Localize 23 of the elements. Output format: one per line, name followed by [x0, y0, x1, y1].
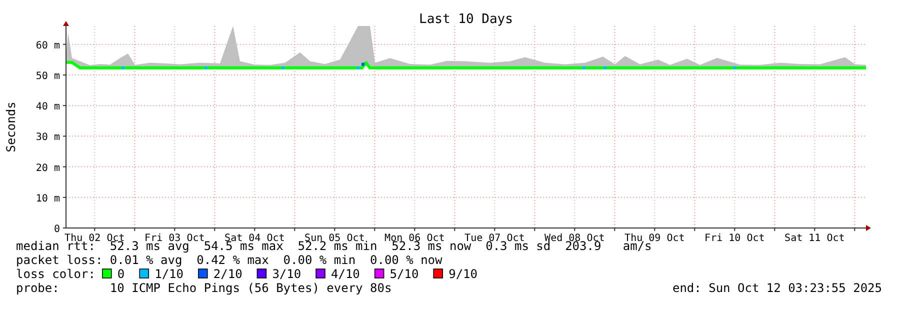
y-tick-label: 10 m [36, 193, 60, 204]
x-tick-label: Sat 11 Oct [784, 233, 845, 244]
text: probe: 10 ICMP Echo Pings (56 Bytes) every 80s [16, 281, 392, 295]
legend-label: 1/10 [154, 267, 184, 281]
x-tick-label: Fri 10 Oct [704, 233, 765, 244]
y-tick-label: 60 m [36, 40, 60, 52]
legend-label: 2/10 [213, 267, 242, 281]
y-tick-label: 0 [54, 224, 60, 235]
text: packet loss: 0.01 % avg 0.42 % max 0.00 % min 0.00 % now [16, 253, 444, 267]
legend-label: 0 [117, 267, 125, 281]
x-tick-label: Fri 03 Oct [144, 233, 205, 244]
legend-label: 9/10 [448, 267, 478, 281]
y-tick-label: 50 m [36, 70, 60, 82]
chart-title: Last 10 Days [419, 12, 513, 27]
text: end: Sun Oct 12 03:23:55 2025 [672, 281, 882, 295]
y-tick-label: 20 m [36, 162, 60, 174]
legend-title: loss color: [16, 267, 96, 281]
y-tick-label: 30 m [36, 132, 60, 144]
y-tick-label: 40 m [36, 102, 60, 113]
y-axis-title: Seconds [4, 102, 18, 152]
legend-label: 4/10 [331, 267, 360, 281]
legend-label: 3/10 [272, 267, 302, 281]
legend-label: 5/10 [390, 267, 419, 281]
